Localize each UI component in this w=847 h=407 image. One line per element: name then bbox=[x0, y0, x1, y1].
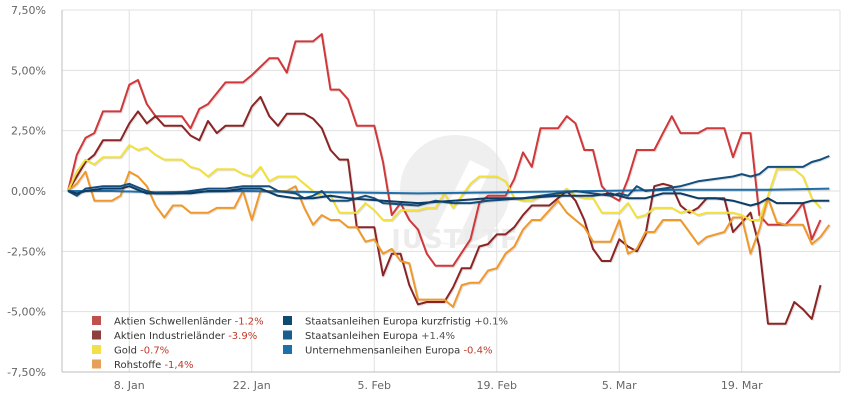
y-tick-label: -7,50% bbox=[7, 366, 46, 379]
legend-swatch bbox=[283, 345, 292, 354]
legend-label: Staatsanleihen Europa kurzfristig +0.1% bbox=[305, 317, 508, 328]
x-tick-label: 8. Jan bbox=[114, 379, 145, 392]
legend-series-change: -1.2% bbox=[235, 317, 264, 328]
series-lines bbox=[67, 33, 832, 326]
legend-item[interactable]: Aktien Schwellenländer -1.2% bbox=[92, 316, 264, 328]
legend-series-change: -1,4% bbox=[164, 360, 193, 371]
legend-series-name: Unternehmensanleihen Europa bbox=[305, 346, 463, 357]
y-tick-label: -2,50% bbox=[7, 245, 46, 258]
x-tick-label: 5. Mar bbox=[602, 379, 637, 392]
legend-swatch bbox=[92, 330, 101, 340]
legend-series-change: +0.1% bbox=[474, 317, 508, 328]
legend-swatch bbox=[283, 330, 292, 340]
series-line-3 bbox=[67, 170, 831, 308]
legend: Aktien Schwellenländer -1.2% Aktien Indus… bbox=[92, 316, 508, 371]
y-axis-ticks: 7,50% 5,00% 2,50% 0,00% -2,50% -5,00% -7,50% bbox=[7, 4, 46, 379]
y-tick-label: -5,00% bbox=[7, 306, 46, 319]
legend-series-change: -3.9% bbox=[228, 331, 257, 342]
legend-item[interactable]: Unternehmensanleihen Europa -0.4% bbox=[283, 345, 492, 357]
series-line-5 bbox=[67, 155, 830, 207]
legend-swatch bbox=[92, 316, 101, 325]
legend-series-name: Staatsanleihen Europa bbox=[305, 331, 421, 342]
legend-series-name: Aktien Industrieländer bbox=[114, 331, 228, 342]
y-tick-label: 0,00% bbox=[11, 185, 46, 198]
legend-label: Rohstoffe -1,4% bbox=[114, 360, 193, 371]
x-tick-label: 19. Mar bbox=[721, 379, 763, 392]
legend-series-name: Gold bbox=[114, 346, 140, 357]
y-tick-label: 7,50% bbox=[11, 4, 46, 17]
legend-series-change: -0.7% bbox=[140, 346, 169, 357]
y-tick-label: 5,00% bbox=[11, 64, 46, 77]
y-tick-label: 2,50% bbox=[11, 125, 46, 138]
legend-item[interactable]: Rohstoffe -1,4% bbox=[92, 359, 193, 372]
legend-series-change: -0.4% bbox=[463, 346, 492, 357]
legend-item[interactable]: Staatsanleihen Europa +1.4% bbox=[283, 330, 455, 343]
legend-item[interactable]: Gold -0.7% bbox=[92, 345, 169, 357]
watermark-text: JUSTETF bbox=[389, 225, 519, 255]
legend-label: Gold -0.7% bbox=[114, 346, 169, 357]
x-axis-ticks: 8. Jan 22. Jan 5. Feb 19. Feb 5. Mar 19. Mar bbox=[114, 379, 763, 392]
x-tick-label: 22. Jan bbox=[233, 379, 271, 392]
x-tick-label: 5. Feb bbox=[358, 379, 391, 392]
series-line-6 bbox=[67, 185, 830, 207]
legend-item[interactable]: Staatsanleihen Europa kurzfristig +0.1% bbox=[283, 316, 508, 328]
legend-item[interactable]: Aktien Industrieländer -3.9% bbox=[92, 330, 257, 343]
legend-series-name: Staatsanleihen Europa kurzfristig bbox=[305, 317, 474, 328]
legend-series-change: +1.4% bbox=[421, 331, 455, 342]
axes bbox=[61, 10, 841, 373]
legend-label: Staatsanleihen Europa +1.4% bbox=[305, 331, 455, 342]
series-line-shadow bbox=[68, 34, 823, 268]
legend-swatch bbox=[92, 345, 101, 354]
legend-swatch bbox=[283, 316, 292, 325]
legend-series-name: Rohstoffe bbox=[114, 360, 164, 371]
legend-label: Aktien Industrieländer -3.9% bbox=[114, 331, 257, 342]
x-tick-label: 19. Feb bbox=[477, 379, 517, 392]
series-line-0 bbox=[67, 33, 822, 267]
legend-swatch bbox=[92, 359, 101, 369]
legend-series-name: Aktien Schwellenländer bbox=[114, 317, 235, 328]
legend-label: Aktien Schwellenländer -1.2% bbox=[114, 317, 264, 328]
legend-label: Unternehmensanleihen Europa -0.4% bbox=[305, 346, 492, 357]
